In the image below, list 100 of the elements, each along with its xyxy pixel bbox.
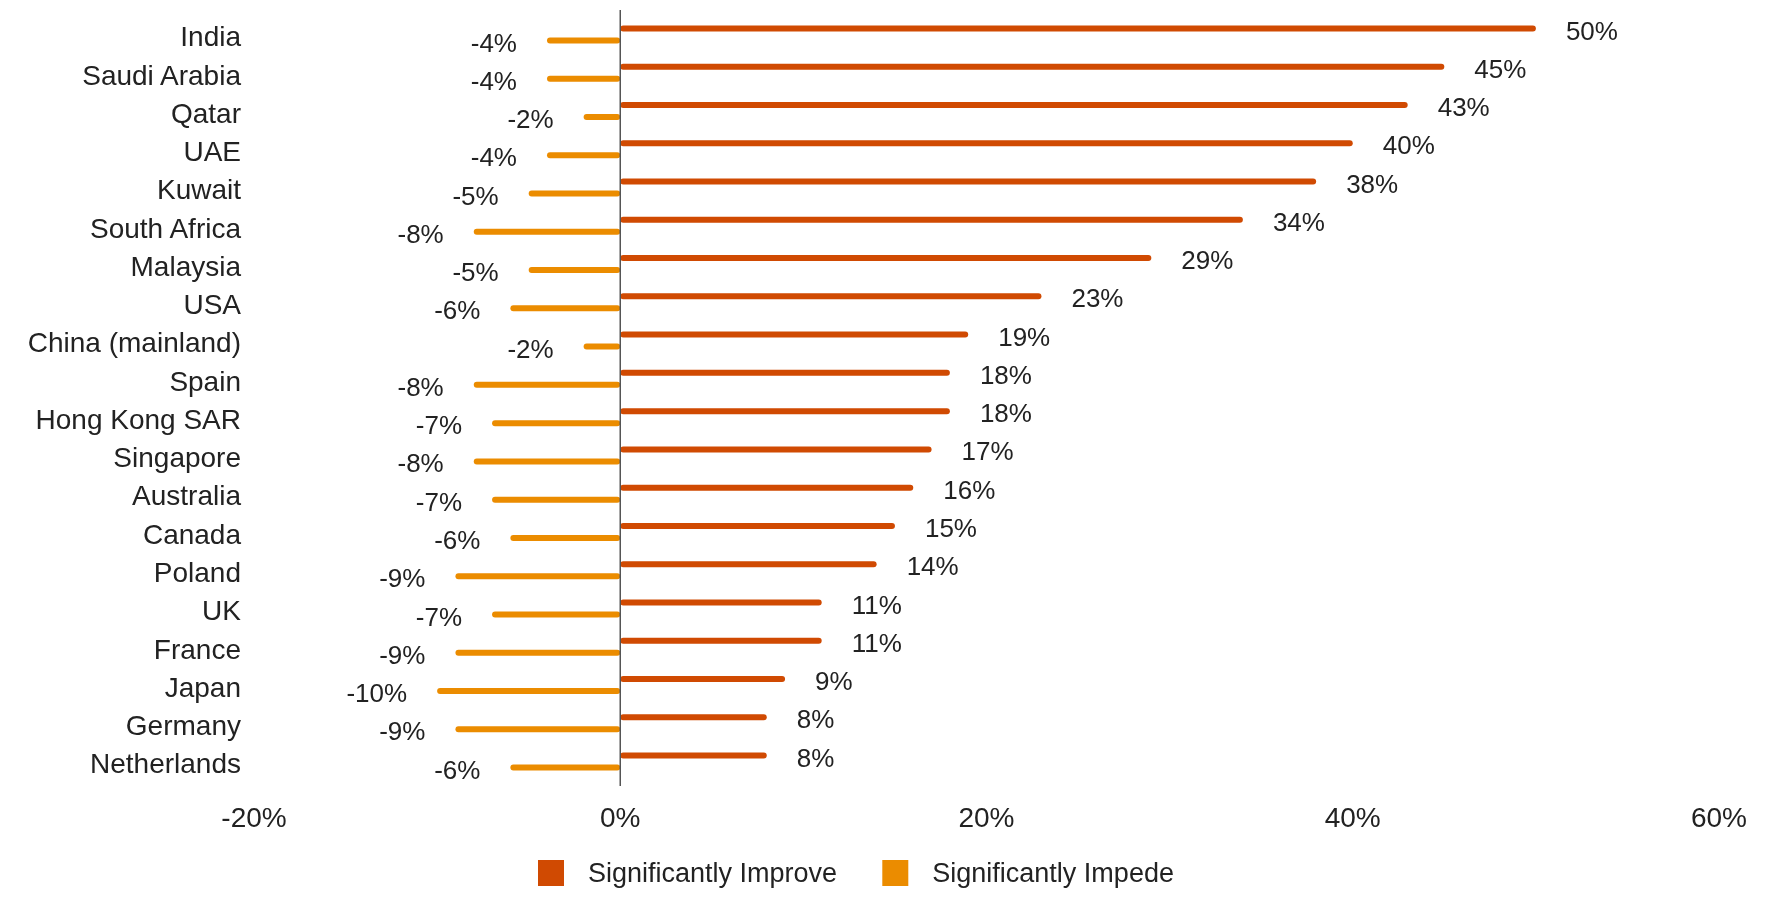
bar xyxy=(583,114,621,121)
data-label: -5% xyxy=(452,257,499,288)
bar xyxy=(547,37,621,44)
data-label: -2% xyxy=(507,104,554,135)
data-label: 34% xyxy=(1272,206,1325,237)
bar xyxy=(473,228,621,235)
y-tick-label: USA xyxy=(183,289,242,321)
y-tick-label: UAE xyxy=(183,136,241,168)
data-label: -9% xyxy=(379,563,426,594)
data-label: 18% xyxy=(979,359,1032,390)
bar xyxy=(455,726,621,733)
bar xyxy=(510,305,621,312)
y-tick-label: Japan xyxy=(164,671,241,703)
x-tick-label: 40% xyxy=(1324,801,1381,833)
x-tick-label: 60% xyxy=(1690,801,1748,833)
bar xyxy=(492,420,621,427)
data-label: -8% xyxy=(397,371,444,402)
data-label: 11% xyxy=(851,627,902,658)
data-label: -8% xyxy=(397,218,444,249)
data-label: -10% xyxy=(346,678,408,709)
data-label: -2% xyxy=(507,333,554,364)
bar xyxy=(583,343,621,350)
data-label: 17% xyxy=(961,436,1014,467)
data-label: -6% xyxy=(434,754,481,785)
data-label: -6% xyxy=(434,295,481,326)
bar xyxy=(547,75,621,82)
bar xyxy=(473,458,621,465)
data-label: 45% xyxy=(1474,53,1527,84)
y-tick-label: Kuwait xyxy=(156,174,242,206)
y-tick-label: Malaysia xyxy=(130,250,242,282)
y-tick-label: Saudi Arabia xyxy=(82,59,242,91)
data-label: -4% xyxy=(470,142,517,173)
y-tick-label: Netherlands xyxy=(90,748,241,780)
legend-label: Significantly Improve xyxy=(588,858,838,889)
data-label: 43% xyxy=(1437,92,1490,123)
bar xyxy=(620,255,1152,262)
data-label: 29% xyxy=(1181,245,1234,276)
data-label: -4% xyxy=(470,65,517,96)
bar xyxy=(620,714,767,721)
data-label: 8% xyxy=(796,704,835,735)
y-tick-label: Spain xyxy=(169,365,241,397)
y-tick-label: Singapore xyxy=(113,442,241,474)
bar xyxy=(620,102,1408,109)
bar xyxy=(620,369,950,376)
bar xyxy=(620,331,969,338)
data-label: -8% xyxy=(397,448,444,479)
bar xyxy=(492,611,621,618)
data-label: -6% xyxy=(434,525,481,556)
bar xyxy=(620,599,822,606)
y-tick-label: Germany xyxy=(125,710,241,742)
bar xyxy=(620,752,767,759)
bar xyxy=(473,381,621,388)
bar xyxy=(437,687,621,694)
bar xyxy=(510,764,621,771)
data-label: -7% xyxy=(415,410,463,441)
data-label: -9% xyxy=(379,716,426,747)
data-label: -7% xyxy=(415,601,463,632)
data-label: 11% xyxy=(851,589,902,620)
y-tick-label: Qatar xyxy=(170,97,241,129)
bar xyxy=(528,267,621,274)
y-tick-label: France xyxy=(153,633,241,665)
y-tick-label: India xyxy=(180,21,242,53)
bar xyxy=(620,140,1353,147)
bar xyxy=(620,293,1042,300)
bar xyxy=(510,534,621,541)
bar xyxy=(455,649,621,656)
data-label: -7% xyxy=(415,486,463,517)
x-tick-label: -20% xyxy=(221,801,287,833)
bar xyxy=(620,178,1317,185)
bar xyxy=(620,561,877,568)
y-tick-label: UK xyxy=(202,595,242,627)
data-label: 16% xyxy=(943,474,996,505)
data-label: 38% xyxy=(1346,168,1399,199)
bar xyxy=(620,522,895,529)
data-label: 14% xyxy=(906,551,959,582)
data-label: 9% xyxy=(815,666,853,697)
data-label: 19% xyxy=(998,321,1051,352)
bar xyxy=(620,446,932,453)
bar xyxy=(492,496,621,503)
y-tick-label: China (mainland) xyxy=(27,327,241,359)
bar xyxy=(620,675,786,682)
bar xyxy=(620,408,950,415)
data-label: 18% xyxy=(979,398,1032,429)
data-label: 15% xyxy=(924,513,977,544)
bar xyxy=(528,190,621,197)
y-tick-label: Australia xyxy=(132,480,242,512)
data-label: -9% xyxy=(379,639,426,670)
y-tick-label: Hong Kong SAR xyxy=(35,403,241,435)
x-tick-label: 0% xyxy=(600,801,641,833)
data-label: 23% xyxy=(1071,283,1124,314)
bar xyxy=(455,573,621,580)
y-tick-label: South Africa xyxy=(90,212,242,244)
bar xyxy=(620,25,1536,32)
bar xyxy=(620,637,822,644)
bar xyxy=(620,63,1445,70)
x-tick-label: 20% xyxy=(958,801,1015,833)
bar xyxy=(620,216,1243,223)
bar xyxy=(547,152,621,159)
data-label: -4% xyxy=(470,27,517,58)
data-label: 8% xyxy=(796,742,835,773)
